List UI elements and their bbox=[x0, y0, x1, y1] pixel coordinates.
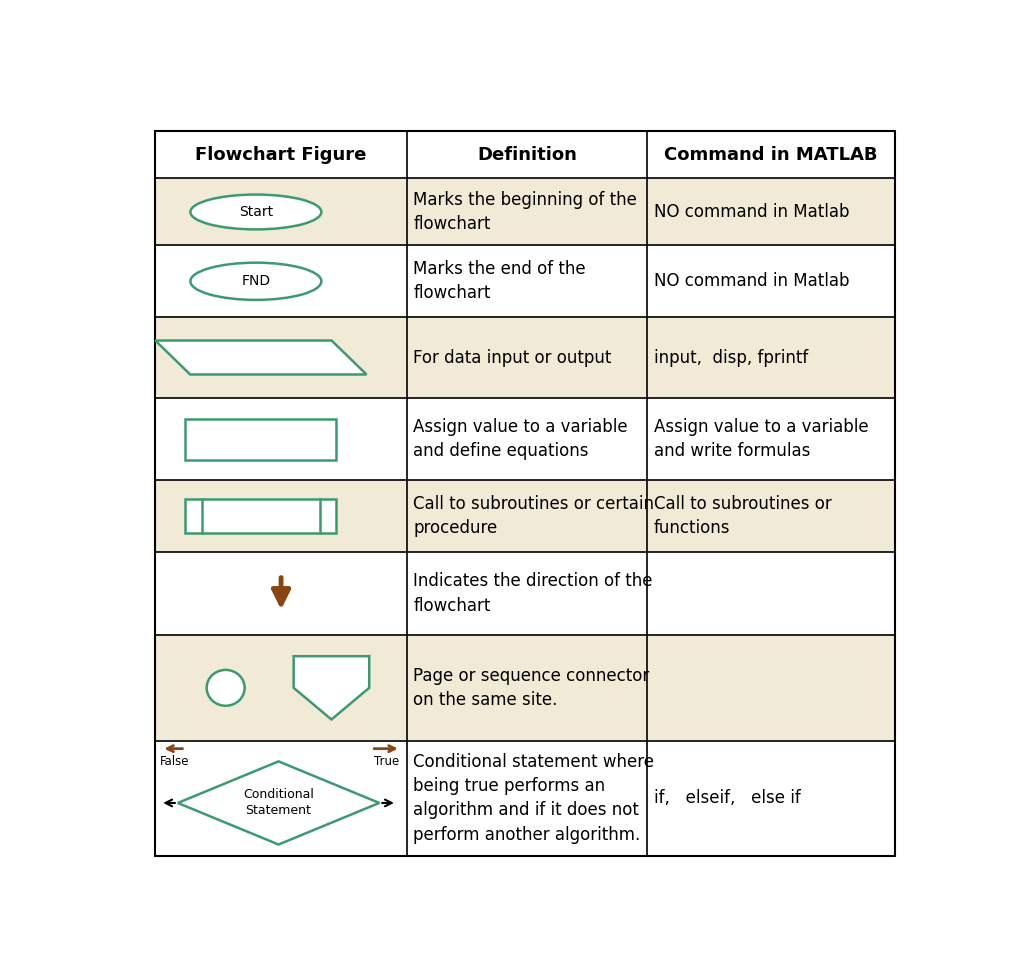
Bar bbox=[155, 178, 895, 245]
Text: input,  disp, fprintf: input, disp, fprintf bbox=[653, 349, 808, 366]
Text: Page or sequence connector
on the same site.: Page or sequence connector on the same s… bbox=[414, 666, 649, 709]
Text: Call to subroutines or certain
procedure: Call to subroutines or certain procedure bbox=[414, 495, 654, 538]
Text: Definition: Definition bbox=[477, 145, 578, 164]
Text: NO command in Matlab: NO command in Matlab bbox=[653, 273, 849, 290]
Ellipse shape bbox=[190, 195, 322, 230]
Bar bbox=[155, 131, 895, 178]
Text: For data input or output: For data input or output bbox=[414, 349, 611, 366]
Bar bbox=[185, 499, 337, 534]
Text: Start: Start bbox=[239, 205, 273, 219]
Polygon shape bbox=[294, 656, 370, 720]
Bar bbox=[155, 552, 895, 635]
Text: NO command in Matlab: NO command in Matlab bbox=[653, 203, 849, 221]
Text: Conditional statement where
being true performs an
algorithm and if it does not
: Conditional statement where being true p… bbox=[414, 753, 654, 843]
Text: if,   elseif,   else if: if, elseif, else if bbox=[653, 789, 801, 807]
Bar bbox=[155, 245, 895, 318]
Ellipse shape bbox=[207, 670, 245, 706]
Text: Assign value to a variable
and define equations: Assign value to a variable and define eq… bbox=[414, 418, 628, 461]
Text: Conditional
Statement: Conditional Statement bbox=[243, 788, 314, 817]
Polygon shape bbox=[156, 341, 367, 374]
Text: Assign value to a variable
and write formulas: Assign value to a variable and write for… bbox=[653, 418, 868, 461]
Bar bbox=[155, 740, 895, 856]
Text: FND: FND bbox=[242, 275, 270, 288]
Text: Indicates the direction of the
flowchart: Indicates the direction of the flowchart bbox=[414, 573, 653, 615]
Text: Marks the end of the
flowchart: Marks the end of the flowchart bbox=[414, 260, 586, 302]
Text: Flowchart Figure: Flowchart Figure bbox=[196, 145, 367, 164]
Bar bbox=[185, 419, 337, 460]
Ellipse shape bbox=[190, 263, 322, 300]
Bar bbox=[155, 318, 895, 398]
Text: Call to subroutines or
functions: Call to subroutines or functions bbox=[653, 495, 831, 538]
Bar bbox=[155, 480, 895, 552]
Text: True: True bbox=[374, 755, 399, 768]
Bar bbox=[155, 635, 895, 740]
Text: False: False bbox=[160, 755, 189, 768]
Text: Command in MATLAB: Command in MATLAB bbox=[665, 145, 878, 164]
Polygon shape bbox=[178, 762, 379, 844]
Text: Marks the beginning of the
flowchart: Marks the beginning of the flowchart bbox=[414, 191, 637, 233]
Bar bbox=[155, 398, 895, 480]
